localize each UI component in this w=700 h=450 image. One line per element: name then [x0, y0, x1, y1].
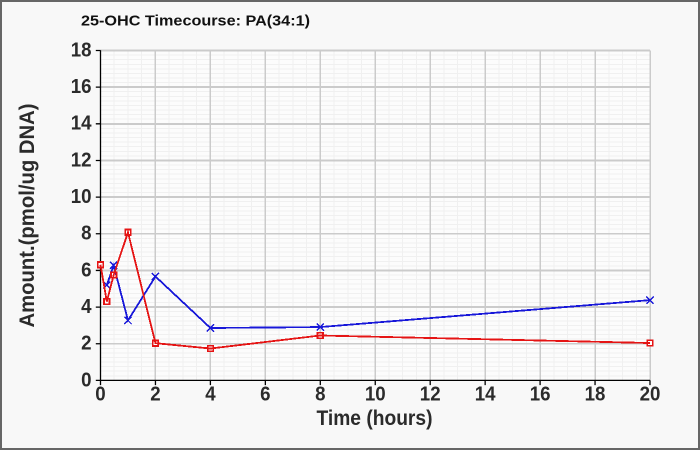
svg-text:0: 0: [95, 383, 105, 405]
svg-text:18: 18: [585, 383, 606, 405]
svg-text:8: 8: [315, 383, 325, 405]
svg-text:14: 14: [71, 113, 93, 135]
svg-text:4: 4: [81, 296, 92, 318]
svg-text:6: 6: [260, 383, 270, 405]
svg-text:12: 12: [71, 149, 92, 171]
svg-text:16: 16: [71, 76, 92, 98]
svg-text:16: 16: [530, 383, 551, 405]
svg-text:0: 0: [81, 369, 91, 391]
svg-text:14: 14: [475, 383, 497, 405]
svg-text:10: 10: [71, 186, 92, 208]
svg-text:25-OHC Timecourse: PA(34:1): 25-OHC Timecourse: PA(34:1): [81, 13, 310, 29]
svg-text:6: 6: [81, 259, 91, 281]
svg-text:8: 8: [81, 223, 91, 245]
svg-text:Amount.(pmol/ug DNA): Amount.(pmol/ug DNA): [16, 104, 39, 328]
svg-text:18: 18: [71, 39, 92, 61]
svg-text:4: 4: [205, 383, 216, 405]
svg-text:2: 2: [150, 383, 160, 405]
svg-text:2: 2: [81, 333, 91, 355]
svg-text:Time (hours): Time (hours): [317, 407, 433, 430]
svg-text:12: 12: [420, 383, 441, 405]
svg-text:10: 10: [365, 383, 386, 405]
svg-text:20: 20: [640, 383, 661, 405]
